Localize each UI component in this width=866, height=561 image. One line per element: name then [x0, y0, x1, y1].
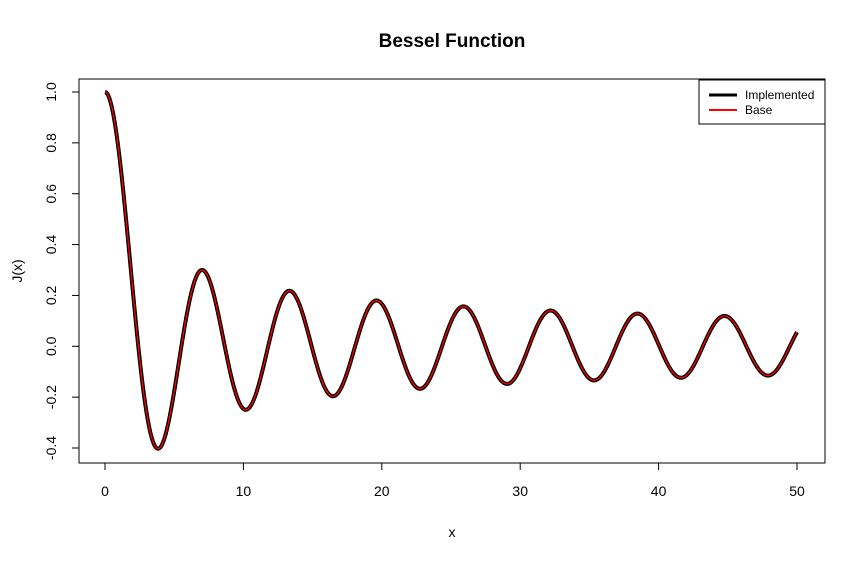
y-tick-label: 0.8 [43, 133, 59, 153]
y-axis-label: J(x) [9, 259, 25, 282]
x-tick-label: 0 [101, 483, 109, 499]
x-tick-label: 40 [651, 483, 667, 499]
y-tick-label: 1.0 [43, 82, 59, 102]
x-tick-label: 30 [512, 483, 528, 499]
y-axis: -0.4 -0.2 0.0 0.2 0.4 0.6 0.8 1.0 [43, 82, 80, 460]
x-tick-label: 10 [236, 483, 252, 499]
legend-box [698, 79, 826, 125]
plot-frame [78, 78, 826, 464]
legend-label-base: Base [745, 103, 773, 117]
x-axis: 0 10 20 30 40 50 [101, 462, 805, 499]
y-tick-label: 0.6 [43, 184, 59, 204]
x-tick-label: 50 [789, 483, 805, 499]
y-tick-label: -0.4 [43, 436, 59, 460]
series-line-base [104, 91, 798, 450]
x-axis-label: x [449, 524, 456, 540]
y-tick-label: 0.4 [43, 235, 59, 255]
legend: Implemented Base [698, 79, 826, 125]
x-tick-label: 20 [374, 483, 390, 499]
y-tick-label: 0.0 [43, 336, 59, 356]
y-tick-label: 0.2 [43, 285, 59, 305]
y-tick-label: -0.2 [43, 385, 59, 409]
series-layer [103, 90, 799, 451]
series-line-implemented [103, 90, 799, 451]
chart-title: Bessel Function [379, 31, 526, 52]
legend-label-implemented: Implemented [745, 88, 814, 102]
